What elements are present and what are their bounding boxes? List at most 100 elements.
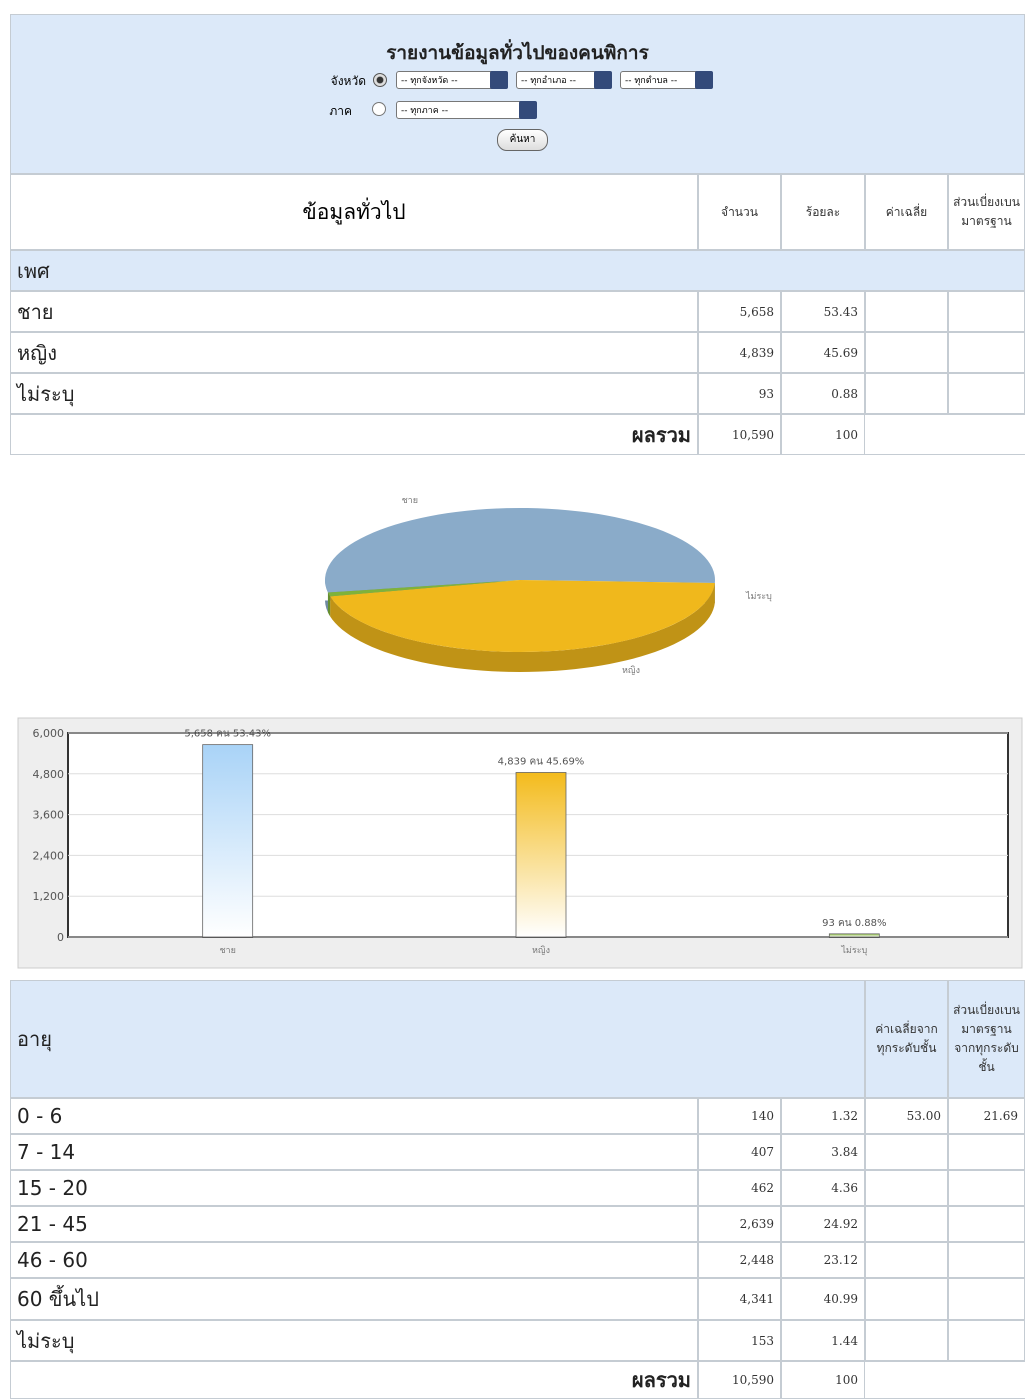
table-cell <box>948 1206 1025 1242</box>
table-cell <box>948 1134 1025 1170</box>
table-cell: 53.43 <box>781 291 865 332</box>
table-cell: 5,658 <box>698 291 781 332</box>
x-tick-label: หญิง <box>532 945 550 956</box>
row-label: 60 ขึ้นไป <box>10 1278 698 1320</box>
table-cell: 407 <box>698 1134 781 1170</box>
column-header: ร้อยละ <box>781 174 865 250</box>
pie-side <box>330 582 715 672</box>
table-cell: 1.44 <box>781 1320 865 1361</box>
table-cell <box>865 1170 948 1206</box>
total-cell: 10,590 <box>698 1361 781 1399</box>
x-tick-label: ชาย <box>219 946 235 956</box>
table-cell <box>948 1170 1025 1206</box>
table-cell <box>865 291 948 332</box>
column-header: จำนวน <box>698 174 781 250</box>
column-header: อายุ <box>10 980 865 1098</box>
pie-label: ชาย <box>402 496 418 506</box>
table-cell: 21.69 <box>948 1098 1025 1134</box>
value-label: 4,839 คน 45.69% <box>498 756 585 767</box>
region-radio[interactable] <box>372 102 386 116</box>
district-select[interactable]: -- ทุกอำเภอ -- <box>516 71 612 89</box>
table-cell <box>948 1242 1025 1278</box>
region-label: ภาค <box>329 104 352 118</box>
table-cell <box>948 291 1025 332</box>
table-cell: 4,839 <box>698 332 781 373</box>
province-label: จังหวัด <box>330 74 366 88</box>
province-select[interactable]: -- ทุกจังหวัด -- <box>396 71 508 89</box>
row-label: ชาย <box>10 291 698 332</box>
table-cell: 4.36 <box>781 1170 865 1206</box>
pie-label: ไม่ระบุ <box>745 591 772 602</box>
row-label: 0 - 6 <box>10 1098 698 1134</box>
value-label: 93 คน 0.88% <box>822 918 886 929</box>
column-header: ส่วนเบี่ยงเบนมาตรฐาน <box>948 174 1025 250</box>
y-tick-label: 4,800 <box>33 768 65 781</box>
table-cell: 40.99 <box>781 1278 865 1320</box>
y-tick-label: 1,200 <box>33 890 65 903</box>
bar <box>515 772 567 938</box>
total-label: ผลรวม <box>10 414 698 455</box>
total-cell: 100 <box>781 414 865 455</box>
pie-side <box>327 592 331 617</box>
region-select[interactable]: -- ทุกภาค -- <box>396 101 537 119</box>
column-header: ข้อมูลทั่วไป <box>10 174 698 250</box>
row-label: ไม่ระบุ <box>10 373 698 414</box>
value-label: 5,658 คน 53.43% <box>184 729 271 740</box>
province-radio[interactable] <box>373 73 387 87</box>
plot-area <box>67 732 1009 938</box>
pie-slice <box>325 508 715 593</box>
chart-panel <box>17 717 1023 969</box>
table-cell <box>948 1320 1025 1361</box>
y-tick-label: 6,000 <box>33 727 65 740</box>
report-title: รายงานข้อมูลทั่วไปของคนพิการ <box>386 42 649 64</box>
table-cell: 2,639 <box>698 1206 781 1242</box>
total-blank <box>865 414 1025 455</box>
row-label: 21 - 45 <box>10 1206 698 1242</box>
column-header: ค่าเฉลี่ยจากทุกระดับชั้น <box>865 980 948 1098</box>
pie-label: หญิง <box>622 665 640 676</box>
table-cell: 4,341 <box>698 1278 781 1320</box>
table-cell: 140 <box>698 1098 781 1134</box>
total-blank <box>865 1361 1025 1399</box>
table-cell: 1.32 <box>781 1098 865 1134</box>
table-cell <box>865 1320 948 1361</box>
column-header: ค่าเฉลี่ย <box>865 174 948 250</box>
table-cell: 0.88 <box>781 373 865 414</box>
section-header: เพศ <box>10 250 1025 291</box>
column-header: ส่วนเบี่ยงเบนมาตรฐานจากทุกระดับชั้น <box>948 980 1025 1098</box>
table-cell <box>948 1278 1025 1320</box>
row-label: หญิง <box>10 332 698 373</box>
table-cell: 3.84 <box>781 1134 865 1170</box>
y-tick-label: 0 <box>57 931 64 944</box>
table-cell: 45.69 <box>781 332 865 373</box>
table-cell <box>865 1134 948 1170</box>
total-label: ผลรวม <box>10 1361 698 1399</box>
bar <box>828 933 880 938</box>
row-label: 46 - 60 <box>10 1242 698 1278</box>
table-cell: 2,448 <box>698 1242 781 1278</box>
total-cell: 100 <box>781 1361 865 1399</box>
table-cell: 53.00 <box>865 1098 948 1134</box>
search-button[interactable]: ค้นหา <box>497 129 548 151</box>
row-label: 15 - 20 <box>10 1170 698 1206</box>
table-cell: 23.12 <box>781 1242 865 1278</box>
pie-slice <box>330 580 715 652</box>
table-cell <box>948 373 1025 414</box>
table-cell <box>948 332 1025 373</box>
row-label: ไม่ระบุ <box>10 1320 698 1361</box>
y-tick-label: 3,600 <box>33 809 65 822</box>
row-label: 7 - 14 <box>10 1134 698 1170</box>
pie-slice <box>327 580 520 597</box>
x-tick-label: ไม่ระบุ <box>840 945 867 956</box>
subdistrict-select[interactable]: -- ทุกตำบล -- <box>620 71 713 89</box>
table-cell: 153 <box>698 1320 781 1361</box>
table-cell: 24.92 <box>781 1206 865 1242</box>
bar <box>202 744 254 938</box>
y-tick-label: 2,400 <box>33 849 65 862</box>
table-cell: 462 <box>698 1170 781 1206</box>
table-cell: 93 <box>698 373 781 414</box>
table-cell <box>865 1278 948 1320</box>
total-cell: 10,590 <box>698 414 781 455</box>
